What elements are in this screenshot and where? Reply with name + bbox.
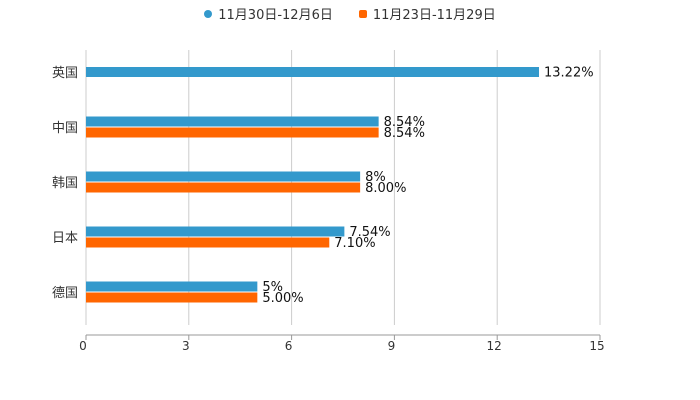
category-label: 英国 [52, 66, 78, 81]
bar-1 [86, 116, 379, 127]
bar-1 [86, 67, 540, 77]
data-label: 7.54% [349, 225, 390, 240]
category-label: 韩国 [52, 176, 78, 191]
data-label: 8.54% [384, 126, 425, 141]
data-label: 8.54% [384, 115, 425, 130]
x-tick-label: 9 [388, 339, 396, 353]
data-label: 7.10% [334, 236, 375, 251]
data-label: 5% [262, 280, 283, 295]
bar-2 [86, 182, 361, 193]
x-tick-label: 0 [79, 339, 87, 353]
x-tick-label: 6 [285, 339, 293, 353]
bar-1 [86, 171, 361, 182]
legend-circle-icon [204, 9, 213, 18]
bar-2 [86, 127, 379, 138]
category-label: 日本 [52, 231, 78, 246]
legend-square-icon [358, 9, 367, 18]
legend: 11月30日-12月6日 11月23日-11月29日 [0, 4, 700, 23]
data-label: 8% [365, 170, 386, 185]
bar-1 [86, 226, 345, 237]
category-label: 德国 [52, 286, 78, 301]
category-label: 中国 [52, 121, 78, 136]
legend-item-series-2[interactable]: 11月23日-11月29日 [358, 4, 496, 23]
x-tick-label: 3 [182, 339, 190, 353]
bar-1 [86, 281, 258, 292]
x-tick-label: 12 [487, 339, 502, 353]
x-tick-label: 15 [589, 339, 604, 353]
data-label: 8.00% [365, 181, 406, 196]
legend-label: 11月30日-12月6日 [218, 8, 333, 23]
data-label: 13.22% [544, 66, 594, 81]
bar-2 [86, 237, 330, 248]
data-label: 5.00% [262, 291, 303, 306]
legend-item-series-1[interactable]: 11月30日-12月6日 [204, 4, 333, 23]
legend-label: 11月23日-11月29日 [372, 8, 496, 23]
bar-2 [86, 292, 258, 303]
